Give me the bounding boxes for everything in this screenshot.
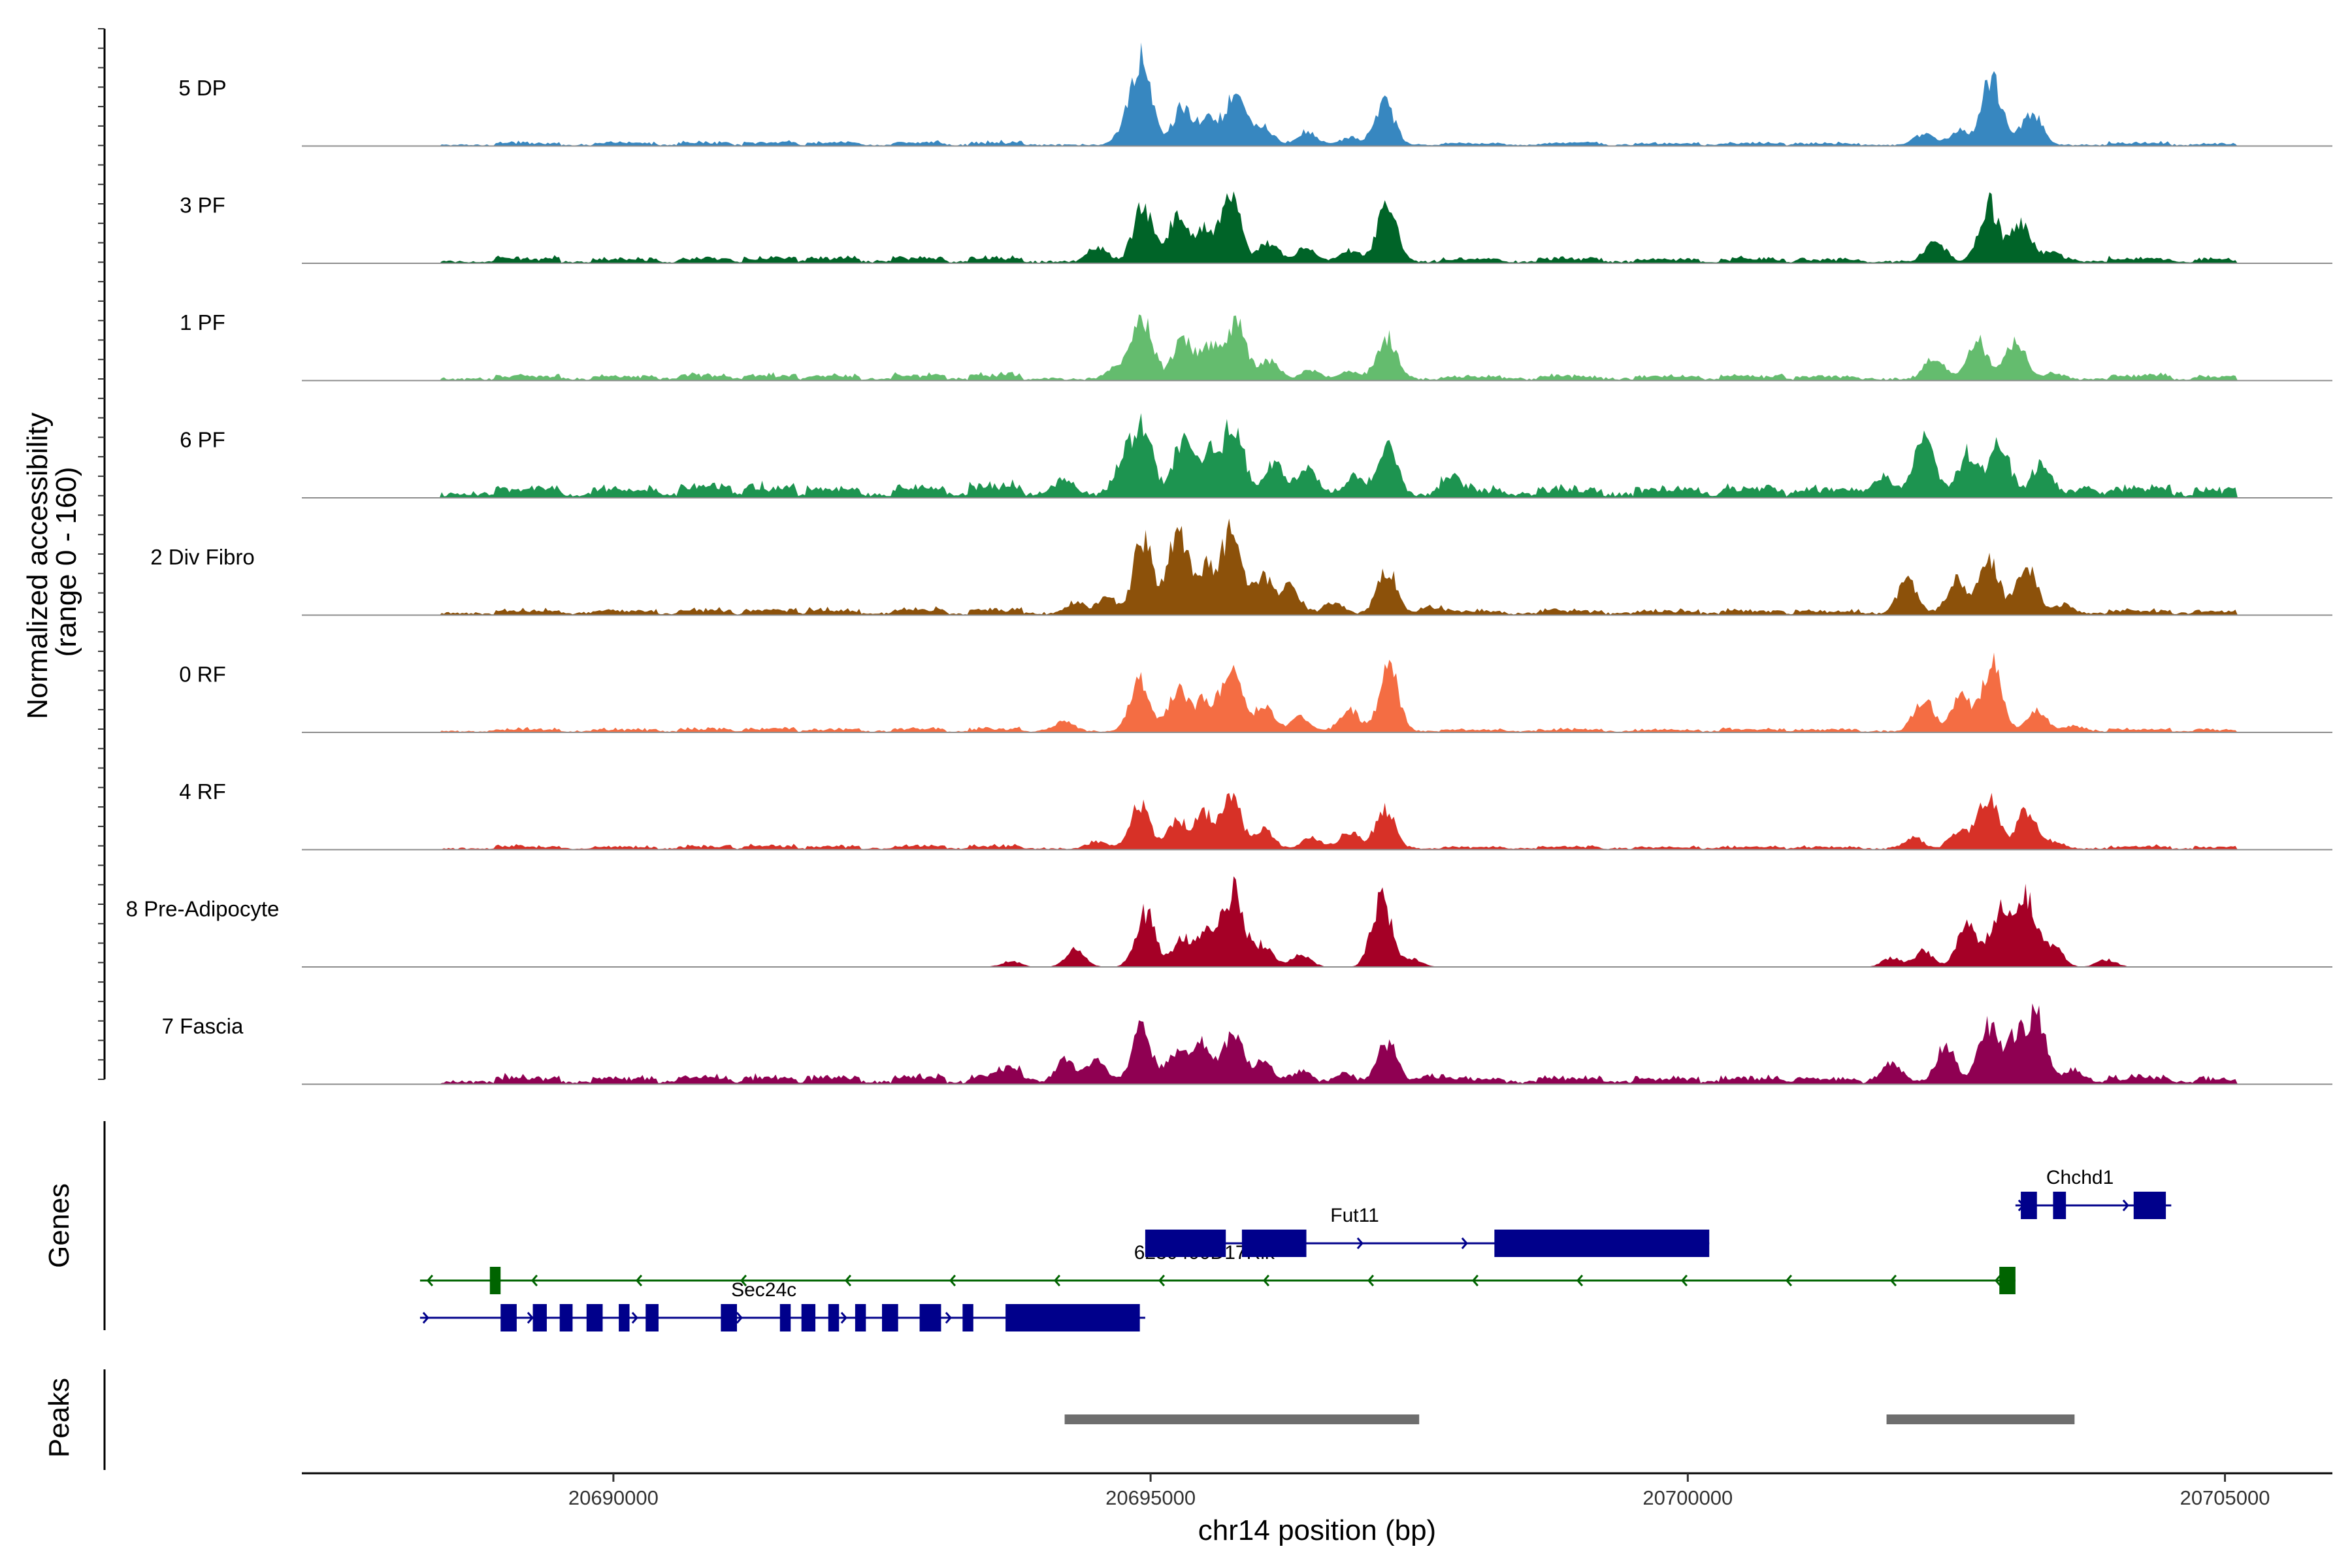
x-axis-title: chr14 position (bp) [1198, 1514, 1436, 1546]
coverage-area [302, 792, 2332, 850]
strand-arrow [1262, 1275, 1270, 1286]
track-label: 5 DP [178, 76, 226, 100]
strand-arrow [531, 1275, 538, 1286]
peak-regions [1064, 1414, 2075, 1424]
track-2-div-fibro: 2 Div Fibro [150, 518, 2332, 616]
track-5-dp: 5 DP [178, 42, 2332, 147]
gene-exon [2053, 1192, 2066, 1219]
strand-arrow [840, 1312, 847, 1324]
y-axis-title-line1: Normalized accessibility [22, 412, 54, 719]
track-0-rf: 0 RF [179, 652, 2332, 733]
peak-region [1886, 1414, 2075, 1424]
gene-fut11: Fut11 [1145, 1205, 1710, 1257]
coverage-tracks: 5 DP 3 PF 1 PF 6 PF 2 Div Fibro 0 RF 4 RF 8 Pre… [126, 42, 2332, 1085]
gene-exon [1999, 1267, 2016, 1294]
track-label: 1 PF [180, 310, 225, 335]
strand-arrow [1889, 1275, 1897, 1286]
gene-exon [779, 1304, 791, 1331]
track-label: 4 RF [179, 779, 226, 804]
coverage-area [302, 191, 2332, 263]
strand-arrow [740, 1275, 747, 1286]
coverage-y-axis [98, 28, 106, 1080]
track-label: 7 Fascia [162, 1014, 244, 1038]
strand-arrow [945, 1312, 952, 1324]
strand-arrow [426, 1275, 434, 1286]
coverage-area [302, 1003, 2332, 1085]
track-label: 8 Pre-Adipocyte [126, 896, 280, 921]
coverage-area [302, 42, 2332, 146]
strand-arrow [527, 1312, 534, 1324]
genes-panel-title: Genes [43, 1183, 75, 1268]
x-tick-label: 20690000 [568, 1486, 659, 1509]
track-label: 6 PF [180, 427, 225, 451]
gene-exon [645, 1304, 659, 1331]
track-label: 0 RF [179, 662, 226, 686]
track-7-fascia: 7 Fascia [162, 1003, 2332, 1085]
peak-region [1064, 1414, 1420, 1424]
x-tick-label: 20695000 [1105, 1486, 1196, 1509]
track-6-pf: 6 PF [180, 413, 2332, 498]
strand-arrow [1471, 1275, 1479, 1286]
track-label: 3 PF [180, 193, 225, 217]
track-label: 2 Div Fibro [150, 545, 255, 569]
gene-exon [2133, 1192, 2166, 1219]
strand-arrow [736, 1312, 743, 1324]
y-axis-title-line2: (range 0 - 160) [50, 466, 82, 657]
x-tick-label: 20705000 [2180, 1486, 2270, 1509]
gene-label: Fut11 [1330, 1205, 1379, 1226]
gene-label: Chchd1 [2046, 1167, 2114, 1188]
y-axis-title: Normalized accessibility (range 0 - 160) [22, 404, 82, 719]
track-3-pf: 3 PF [180, 191, 2332, 264]
track-8-pre-adipocyte: 8 Pre-Adipocyte [126, 876, 2332, 968]
gene-exon [1005, 1304, 1140, 1331]
strand-arrow [1158, 1275, 1166, 1286]
strand-arrow [422, 1312, 429, 1324]
track-1-pf: 1 PF [180, 310, 2332, 382]
gene-exon [1494, 1230, 1710, 1257]
gene-exon [962, 1304, 973, 1331]
peaks-panel-title: Peaks [43, 1378, 75, 1458]
coverage-area [302, 314, 2332, 381]
gene-annotations: Sec24cChchd16230400D17RikFut11 [419, 1167, 2172, 1331]
x-axis-ticks: 20690000 20695000 20700000 20705000 [568, 1473, 2270, 1509]
strand-arrow [2122, 1200, 2129, 1211]
strand-arrow [1367, 1275, 1375, 1286]
strand-arrow [631, 1312, 638, 1324]
strand-arrow [635, 1275, 643, 1286]
gene-exon [532, 1304, 547, 1331]
gene-sec24c: Sec24c [419, 1279, 1145, 1331]
gene-label: Sec24c [731, 1279, 796, 1301]
strand-arrow [1785, 1275, 1793, 1286]
strand-arrow [949, 1275, 956, 1286]
gene-exon [919, 1304, 941, 1331]
coverage-area [302, 518, 2332, 615]
gene-exon [489, 1267, 501, 1294]
strand-arrow [844, 1275, 852, 1286]
gene-exon [500, 1304, 517, 1331]
gene-exon [828, 1304, 840, 1331]
coverage-area [302, 413, 2332, 498]
strand-arrow [1356, 1237, 1364, 1249]
coverage-area [302, 876, 2332, 967]
coverage-area [302, 652, 2332, 732]
track-4-rf: 4 RF [179, 779, 2332, 851]
x-tick-label: 20700000 [1642, 1486, 1733, 1509]
gene-exon [1241, 1230, 1307, 1257]
strand-arrow [1461, 1237, 1468, 1249]
strand-arrow [1576, 1275, 1584, 1286]
gene-exon [1145, 1230, 1226, 1257]
gene-exon [2021, 1192, 2037, 1219]
gene-exon [882, 1304, 898, 1331]
gene-exon [721, 1304, 737, 1331]
gene-exon [559, 1304, 573, 1331]
strand-arrow [1053, 1275, 1061, 1286]
gene-exon [619, 1304, 630, 1331]
gene-exon [855, 1304, 866, 1331]
gene-exon [801, 1304, 816, 1331]
gene-chchd1: Chchd1 [2015, 1167, 2172, 1219]
strand-arrow [1994, 1275, 2002, 1286]
strand-arrow [1680, 1275, 1688, 1286]
gene-exon [586, 1304, 603, 1331]
